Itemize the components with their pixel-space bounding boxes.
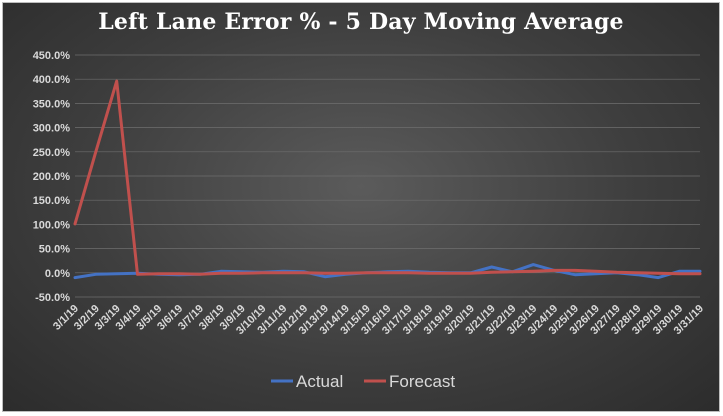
y-tick-label: 250.0% [33,147,71,159]
y-tick-label: 400.0% [33,74,71,86]
y-tick-label: 450.0% [33,50,71,62]
chart-area: Left Lane Error % - 5 Day Moving Average… [2,2,720,412]
legend-label-forecast: Forecast [389,372,455,391]
y-tick-label: 350.0% [33,98,71,110]
y-tick-label: 0.0% [45,268,70,280]
y-tick-label: 100.0% [33,219,71,231]
y-tick-label: -50.0% [35,292,70,304]
y-tick-label: 150.0% [33,195,71,207]
plot-svg: -50.0% 0.0% 50.0% 100.0% 150.0% 200.0% 250.0% 3… [33,50,706,391]
legend-label-actual: Actual [296,372,343,391]
y-tick-label: 50.0% [39,244,70,256]
chart-title: Left Lane Error % - 5 Day Moving Average [98,9,624,35]
y-tick-label: 200.0% [33,171,71,183]
y-tick-label: 300.0% [33,123,71,135]
series-line-forecast [73,79,702,276]
